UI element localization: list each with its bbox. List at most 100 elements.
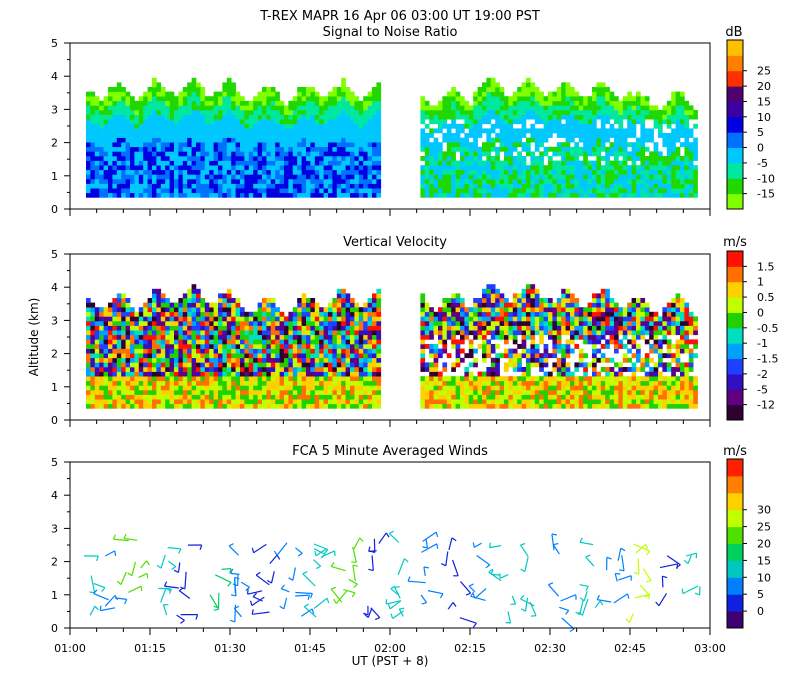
heatmap-cell	[420, 307, 426, 313]
heatmap-cell	[658, 119, 663, 125]
colorbar-swatch	[727, 132, 743, 149]
heatmap-cell	[147, 123, 153, 129]
heatmap-cell	[499, 169, 505, 175]
heatmap-cell	[244, 399, 250, 405]
heatmap-cell	[165, 344, 170, 349]
heatmap-cell	[688, 146, 694, 152]
heatmap-cell	[614, 151, 619, 157]
heatmap-cell	[468, 376, 474, 382]
heatmap-cell	[169, 316, 175, 322]
heatmap-cell	[499, 302, 505, 308]
heatmap-cell	[363, 123, 368, 129]
heatmap-cell	[226, 105, 232, 111]
heatmap-cell	[134, 371, 140, 377]
heatmap-cell	[508, 321, 514, 326]
heatmap-cell	[178, 156, 184, 161]
heatmap-cell	[94, 344, 100, 349]
heatmap-cell	[526, 192, 531, 198]
heatmap-cell	[182, 339, 188, 345]
heatmap-cell	[446, 137, 452, 143]
heatmap-cell	[446, 133, 452, 138]
heatmap-cell	[644, 156, 650, 161]
heatmap-cell	[306, 362, 311, 368]
heatmap-cell	[204, 390, 210, 395]
heatmap-cell	[438, 325, 443, 331]
heatmap-cell	[684, 169, 690, 175]
heatmap-cell	[420, 133, 426, 138]
heatmap-cell	[468, 160, 474, 166]
heatmap-cell	[526, 151, 531, 157]
heatmap-cell	[596, 165, 602, 171]
heatmap-cell	[495, 357, 500, 363]
heatmap-cell	[319, 367, 324, 372]
heatmap-cell	[178, 348, 184, 354]
heatmap-cell	[675, 105, 681, 111]
heatmap-cell	[543, 169, 549, 175]
heatmap-cell	[473, 100, 478, 106]
heatmap-cell	[486, 188, 492, 194]
heatmap-cell	[455, 91, 461, 97]
colorbar-swatch	[727, 162, 743, 179]
heatmap-cell	[143, 151, 148, 157]
heatmap-cell	[152, 353, 157, 359]
heatmap-cell	[345, 371, 351, 377]
heatmap-cell	[512, 311, 518, 317]
heatmap-cell	[556, 128, 562, 134]
heatmap-cell	[464, 321, 470, 326]
heatmap-cell	[530, 160, 536, 166]
heatmap-cell	[297, 146, 302, 152]
heatmap-cell	[552, 91, 558, 97]
heatmap-cell	[499, 119, 505, 125]
heatmap-cell	[675, 133, 681, 138]
heatmap-cell	[517, 302, 522, 308]
heatmap-cell	[222, 334, 228, 340]
heatmap-cell	[90, 376, 96, 382]
heatmap-cell	[257, 362, 263, 368]
heatmap-cell	[222, 362, 228, 368]
heatmap-cell	[495, 293, 500, 299]
heatmap-cell	[125, 371, 131, 377]
heatmap-cell	[306, 165, 311, 171]
heatmap-cell	[451, 307, 456, 313]
heatmap-cell	[486, 367, 492, 372]
heatmap-cell	[130, 188, 135, 194]
heatmap-cell	[583, 110, 588, 115]
heatmap-cell	[310, 376, 316, 382]
heatmap-cell	[468, 169, 474, 175]
heatmap-cell	[332, 376, 338, 382]
colorbar-swatch	[727, 55, 743, 72]
heatmap-cell	[191, 77, 197, 83]
heatmap-cell	[86, 123, 91, 129]
heatmap-cell	[125, 330, 131, 336]
heatmap-cell	[614, 179, 619, 184]
heatmap-cell	[231, 146, 236, 152]
heatmap-cell	[121, 293, 126, 299]
heatmap-cell	[675, 183, 681, 189]
heatmap-cell	[323, 316, 329, 322]
heatmap-cell	[222, 298, 228, 303]
heatmap-cell	[314, 348, 320, 354]
heatmap-cell	[521, 174, 527, 180]
heatmap-cell	[314, 192, 320, 198]
heatmap-cell	[116, 353, 122, 359]
heatmap-cell	[495, 165, 500, 171]
heatmap-cell	[147, 307, 153, 313]
y-tick-label: 5	[51, 37, 58, 50]
heatmap-cell	[614, 100, 619, 106]
colorbar-swatch	[727, 178, 743, 195]
heatmap-cell	[152, 128, 157, 134]
heatmap-cell	[341, 100, 346, 106]
heatmap-cell	[482, 160, 487, 166]
heatmap-cell	[121, 399, 126, 405]
heatmap-cell	[182, 344, 188, 349]
heatmap-cell	[521, 394, 527, 400]
heatmap-cell	[424, 105, 430, 111]
heatmap-cell	[248, 160, 254, 166]
heatmap-cell	[451, 96, 456, 102]
heatmap-cell	[314, 156, 320, 161]
heatmap-cell	[548, 174, 553, 180]
heatmap-cell	[99, 311, 104, 317]
heatmap-cell	[323, 353, 329, 359]
heatmap-cell	[86, 169, 91, 175]
heatmap-cell	[270, 394, 276, 400]
